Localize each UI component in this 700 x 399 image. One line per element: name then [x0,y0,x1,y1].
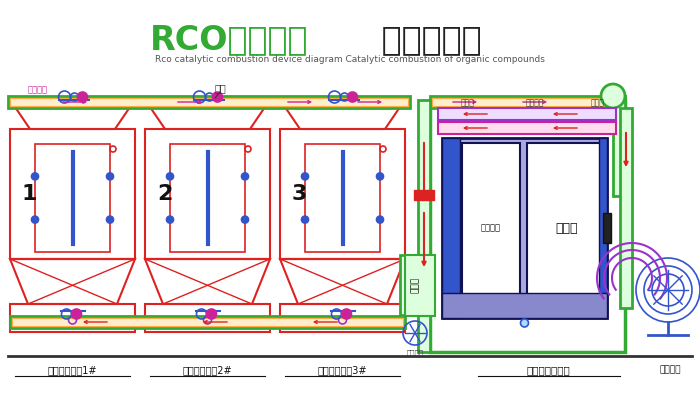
Bar [405,255,435,316]
Bar [527,143,607,313]
Circle shape [521,319,528,327]
Circle shape [167,173,174,180]
Circle shape [302,173,309,180]
Bar [620,108,632,308]
Bar [145,304,270,332]
Bar [442,138,607,318]
Bar [10,304,135,332]
Circle shape [167,216,174,223]
Bar [10,316,405,328]
Text: 1: 1 [22,184,38,204]
Text: 活性炭吸附塔1#: 活性炭吸附塔1# [48,365,97,375]
Text: RCO催化燃烧: RCO催化燃烧 [150,24,309,57]
Bar [305,144,380,252]
Text: Rco catalytic combustion device diagram Catalytic combustion of organic compound: Rco catalytic combustion device diagram … [155,55,545,65]
Bar [442,138,460,318]
Bar [603,213,611,243]
Circle shape [106,173,113,180]
Text: 气流方向: 气流方向 [28,85,48,95]
Circle shape [347,92,358,102]
Circle shape [32,216,38,223]
Bar [438,122,616,134]
Bar [145,129,270,259]
Circle shape [601,84,625,108]
Text: 加热区: 加热区 [556,221,578,235]
Bar [280,304,405,332]
Bar [35,144,110,252]
Circle shape [32,173,38,180]
Circle shape [342,309,351,319]
Bar [438,108,616,120]
Text: 催化燃烧净化塔: 催化燃烧净化塔 [526,365,570,375]
Bar [442,293,607,318]
Text: 油爆阀: 油爆阀 [591,99,605,107]
Bar [430,100,625,352]
Text: 2: 2 [157,184,172,204]
Bar [8,96,410,108]
Circle shape [213,92,223,102]
Circle shape [106,216,113,223]
Text: 管道: 管道 [214,83,226,93]
Bar [414,190,434,200]
Circle shape [377,173,384,180]
Text: 3: 3 [292,184,307,204]
Bar [462,143,520,313]
Circle shape [302,216,309,223]
Text: 热交换器: 热交换器 [526,99,545,107]
Circle shape [78,92,88,102]
Bar [10,129,135,259]
Circle shape [241,173,248,180]
Bar [430,96,625,108]
Bar [10,98,408,106]
Text: 混流箱: 混流箱 [410,277,419,293]
Circle shape [71,309,81,319]
Bar [432,98,623,106]
Bar [613,96,625,196]
Circle shape [377,216,384,223]
Text: 油爆片: 油爆片 [461,99,475,107]
Bar [418,100,430,352]
Bar [599,138,607,318]
Bar [400,255,430,315]
Bar [12,318,403,326]
Circle shape [206,309,216,319]
Text: 引附风机: 引附风机 [659,365,680,375]
Text: 活性炭吸附塔3#: 活性炭吸附塔3# [318,365,368,375]
Text: 工作装置图: 工作装置图 [370,24,482,57]
Bar [170,144,245,252]
Text: 引冷风机: 引冷风机 [407,350,424,356]
Text: 活性炭吸附塔2#: 活性炭吸附塔2# [183,365,232,375]
Bar [280,129,405,259]
Text: 催化燃烧: 催化燃烧 [481,223,501,233]
Circle shape [241,216,248,223]
